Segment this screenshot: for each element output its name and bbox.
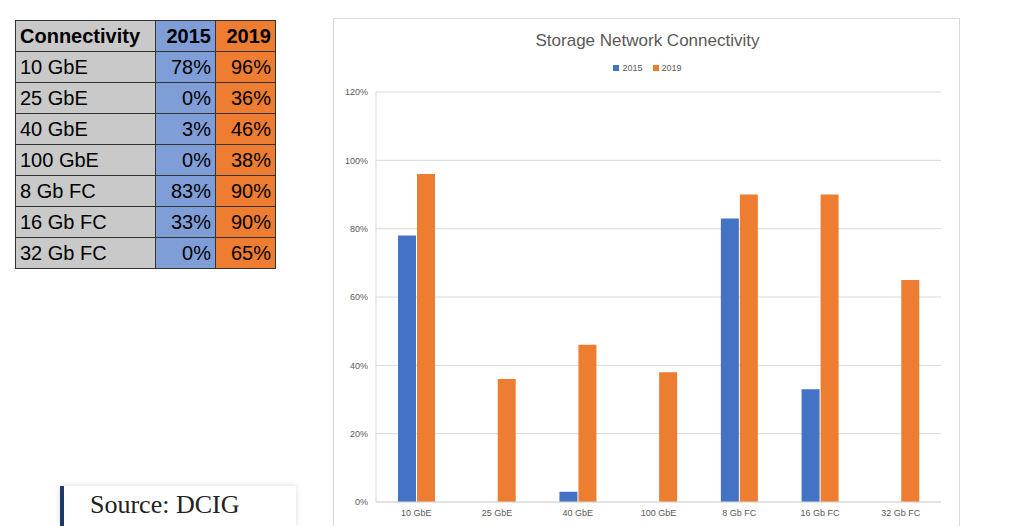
svg-text:100%: 100% [345, 156, 368, 166]
svg-text:8 Gb FC: 8 Gb FC [722, 508, 757, 518]
svg-text:0%: 0% [355, 497, 368, 507]
html-text:100 GbE: 100 GbE [20, 148, 99, 171]
html-text:38%: 38% [231, 148, 271, 171]
html-text:0%: 0% [182, 86, 211, 109]
html-text:65%: 65% [231, 241, 271, 264]
html-text:10 GbE: 10 GbE [20, 55, 88, 78]
html-text:90%: 90% [231, 179, 271, 202]
html-text:8 Gb FC: 8 Gb FC [20, 179, 96, 202]
svg-text:25 GbE: 25 GbE [482, 508, 513, 518]
html-text:25 GbE: 25 GbE [20, 86, 88, 109]
html-text:96%: 96% [231, 55, 271, 78]
html-text:90%: 90% [231, 210, 271, 233]
svg-text:40%: 40% [350, 361, 368, 371]
svg-text:80%: 80% [350, 224, 368, 234]
html-text:2019: 2019 [226, 24, 271, 47]
html-text:33%: 33% [171, 210, 211, 233]
html-text:Source: DCIG: Source: DCIG [90, 490, 240, 519]
html-text:78%: 78% [171, 55, 211, 78]
svg-text:16 Gb FC: 16 Gb FC [800, 508, 840, 518]
html-text:46%: 46% [231, 117, 271, 140]
html-text:2015: 2015 [622, 63, 643, 73]
svg-text:40 GbE: 40 GbE [563, 508, 594, 518]
html-text:36%: 36% [231, 86, 271, 109]
html-text:2015: 2015 [166, 24, 211, 47]
html-text:83%: 83% [171, 179, 211, 202]
svg-text:100 GbE: 100 GbE [641, 508, 677, 518]
html-text:Connectivity: Connectivity [20, 24, 140, 47]
html-text:16 Gb FC: 16 Gb FC [20, 210, 107, 233]
svg-text:120%: 120% [345, 87, 368, 97]
html-text:Storage Network Connectivity: Storage Network Connectivity [535, 31, 760, 50]
html-text:32 Gb FC: 32 Gb FC [20, 241, 107, 264]
html-text:3%: 3% [182, 117, 211, 140]
html-text:0%: 0% [182, 148, 211, 171]
svg-text:20%: 20% [350, 429, 368, 439]
svg-text:10 GbE: 10 GbE [401, 508, 432, 518]
svg-text:32 Gb FC: 32 Gb FC [881, 508, 921, 518]
svg-text:60%: 60% [350, 292, 368, 302]
html-text:40 GbE: 40 GbE [20, 117, 88, 140]
html-text:2019: 2019 [661, 63, 682, 73]
html-text:0%: 0% [182, 241, 211, 264]
